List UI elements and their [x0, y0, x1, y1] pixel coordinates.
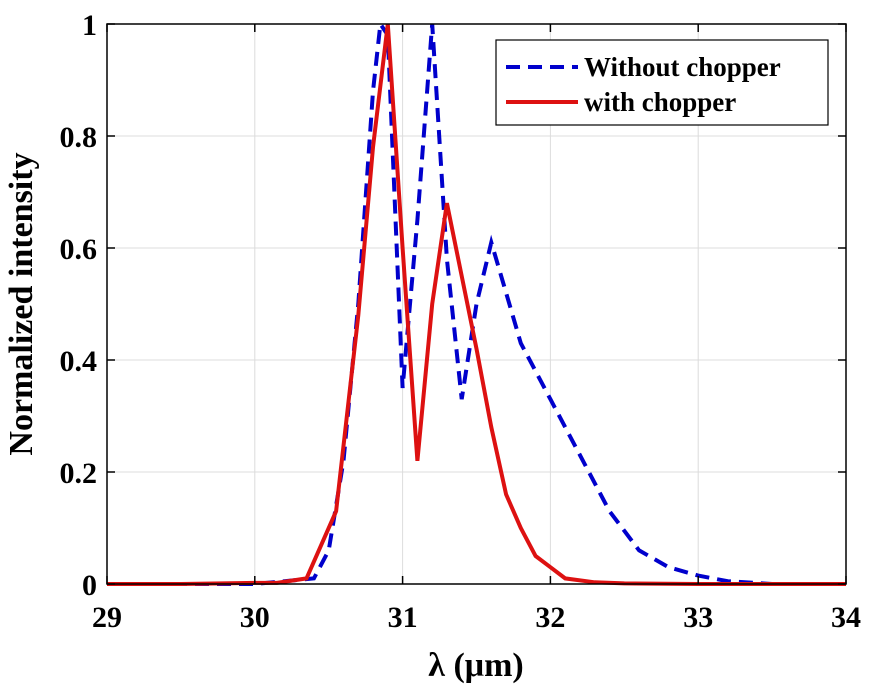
legend-box [495, 39, 829, 126]
x-tick-label: 32 [535, 601, 565, 634]
y-tick-label: 1 [82, 9, 97, 42]
legend-label-without-chopper: Without chopper [584, 52, 781, 82]
y-tick-label: 0.6 [60, 233, 98, 266]
plot-frame [106, 23, 847, 585]
x-tick-label: 30 [240, 601, 270, 634]
series-line-with-chopper [107, 23, 846, 586]
y-tick-label: 0.2 [60, 457, 98, 490]
axis-ticks [106, 23, 847, 585]
series-layer [107, 18, 846, 586]
x-tick-label: 34 [831, 601, 861, 634]
legend: Without chopper with chopper [495, 39, 829, 126]
y-axis-label: Normalized intensity [3, 152, 40, 455]
legend-label-with-chopper: with chopper [584, 87, 736, 117]
grid-lines [106, 23, 847, 585]
x-axis-label: λ (μm) [428, 647, 523, 684]
x-tick-label: 29 [92, 601, 122, 634]
y-tick-label: 0.4 [60, 345, 98, 378]
y-tick-label: 0 [82, 569, 97, 602]
axis-tick-labels: 29 30 31 32 33 34 0 0.2 0.4 0.6 0.8 1 [60, 9, 862, 634]
x-tick-label: 33 [683, 601, 713, 634]
series-line-without-chopper [107, 18, 846, 586]
y-tick-label: 0.8 [60, 121, 98, 154]
x-tick-label: 31 [388, 601, 418, 634]
